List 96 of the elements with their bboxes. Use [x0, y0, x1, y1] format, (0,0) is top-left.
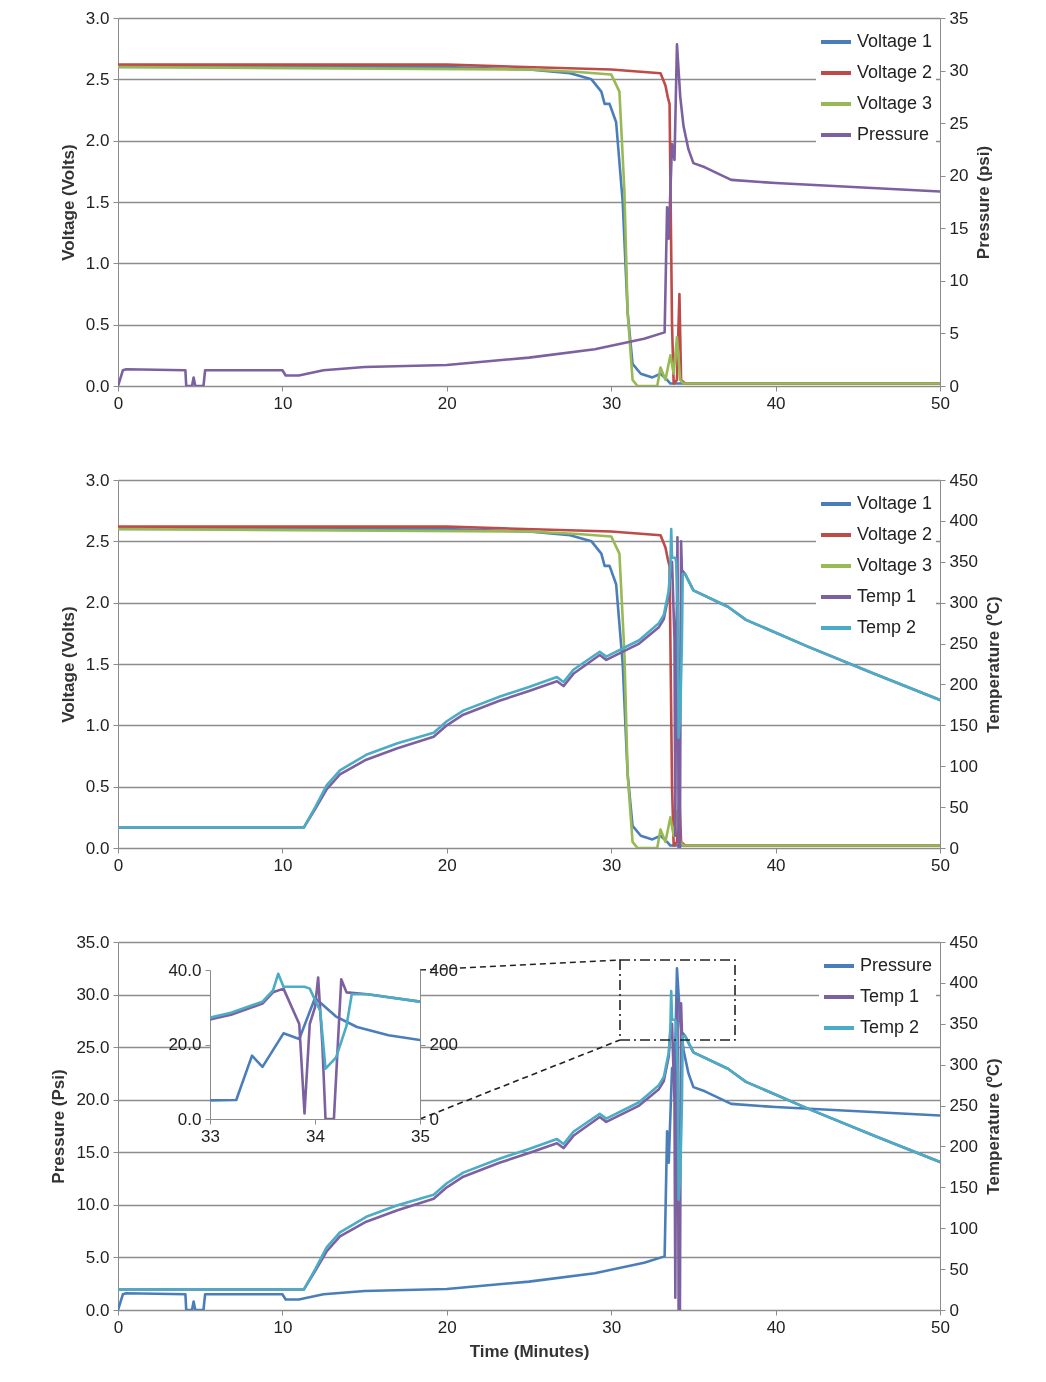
y-tick-label: 2.0	[85, 593, 110, 613]
y2-tick-label: 0	[949, 376, 959, 396]
legend-label: Voltage 2	[857, 524, 933, 544]
y2-tick-label: 5	[949, 323, 959, 343]
y-tick-label: 3.0	[85, 8, 110, 28]
y2-tick-label: 400	[949, 511, 978, 531]
y2-tick-label: 50	[949, 797, 969, 817]
x-tick-label: 20	[437, 855, 457, 875]
y2-tick-label: 200	[949, 1136, 978, 1156]
legend-label: Temp 1	[860, 986, 920, 1006]
x-tick-label: 10	[273, 393, 293, 413]
y-tick-label: 30.0	[76, 985, 110, 1005]
y2-tick-label: 10	[949, 271, 969, 291]
legend-label: Temp 1	[857, 586, 917, 606]
y-tick-label: 40.0	[168, 960, 202, 980]
y2-axis-title: Pressure (psi)	[974, 145, 994, 260]
legend-label: Voltage 3	[857, 93, 933, 113]
y2-tick-label: 200	[429, 1035, 458, 1054]
y2-tick-label: 0	[949, 838, 959, 858]
y2-tick-label: 35	[949, 8, 969, 28]
legend-label: Temp 2	[860, 1017, 920, 1037]
x-tick-label: 33	[201, 1126, 220, 1146]
y2-tick-label: 300	[949, 1055, 978, 1075]
y-tick-label: 0.0	[85, 1300, 110, 1320]
y-tick-label: 20.0	[168, 1035, 202, 1054]
y-axis-title: Pressure (Psi)	[49, 1069, 69, 1184]
x-tick-label: 40	[766, 1317, 786, 1337]
y-tick-label: 3.0	[85, 470, 110, 490]
x-tick-label: 0	[113, 393, 124, 413]
y2-tick-label: 200	[949, 674, 978, 694]
x-tick-label: 34	[306, 1126, 325, 1146]
x-tick-label: 30	[602, 1317, 622, 1337]
y2-tick-label: 150	[949, 715, 978, 735]
y-tick-label: 2.5	[85, 69, 110, 89]
y2-tick-label: 100	[949, 756, 978, 776]
y2-tick-label: 20	[949, 166, 969, 186]
y-tick-label: 0.0	[85, 838, 110, 858]
y2-tick-label: 250	[949, 1096, 978, 1116]
y-tick-label: 1.5	[85, 654, 110, 674]
y2-tick-label: 100	[949, 1218, 978, 1238]
y2-tick-label: 400	[949, 973, 978, 993]
y-tick-label: 15.0	[76, 1142, 110, 1162]
x-tick-label: 50	[931, 855, 950, 875]
legend-label: Voltage 1	[857, 31, 933, 51]
line-series	[210, 996, 420, 1102]
y-axis-title: Voltage (Volts)	[58, 144, 78, 261]
legend-label: Voltage 2	[857, 62, 933, 82]
y-tick-label: 0.5	[85, 315, 110, 335]
legend-label: Pressure	[857, 124, 930, 144]
y-tick-label: 2.0	[85, 131, 110, 151]
y2-tick-label: 300	[949, 593, 978, 613]
x-tick-label: 50	[931, 393, 950, 413]
y2-tick-label: 450	[949, 470, 978, 490]
x-tick-label: 0	[113, 855, 124, 875]
y-tick-label: 2.5	[85, 531, 110, 551]
y2-axis-title: Temperature (ºC)	[983, 1058, 1003, 1195]
y-tick-label: 5.0	[85, 1247, 110, 1267]
line-series	[210, 972, 420, 1071]
y-axis-title: Voltage (Volts)	[58, 606, 78, 723]
y2-tick-label: 30	[949, 61, 969, 81]
x-tick-label: 10	[273, 1317, 293, 1337]
y-tick-label: 1.0	[85, 253, 110, 273]
y2-tick-label: 25	[949, 113, 969, 133]
y-tick-label: 20.0	[76, 1090, 110, 1110]
y-tick-label: 1.5	[85, 192, 110, 212]
legend-label: Temp 2	[857, 617, 917, 637]
x-axis-title: Time (Minutes)	[469, 1341, 590, 1361]
y-tick-label: 0.0	[85, 376, 110, 396]
y2-tick-label: 15	[949, 218, 969, 238]
y2-tick-label: 450	[949, 932, 978, 952]
x-tick-label: 20	[437, 1317, 457, 1337]
y-tick-label: 0.0	[177, 1109, 202, 1129]
x-tick-label: 10	[273, 855, 293, 875]
x-tick-label: 40	[766, 393, 786, 413]
y-tick-label: 25.0	[76, 1037, 110, 1057]
x-tick-label: 35	[411, 1126, 430, 1146]
x-tick-label: 20	[437, 393, 457, 413]
y-tick-label: 10.0	[76, 1195, 110, 1215]
x-tick-label: 40	[766, 855, 786, 875]
y2-tick-label: 350	[949, 1014, 978, 1034]
y2-tick-label: 350	[949, 552, 978, 572]
x-tick-label: 0	[113, 1317, 124, 1337]
legend-label: Voltage 1	[857, 493, 933, 513]
x-tick-label: 50	[931, 1317, 950, 1337]
x-tick-label: 30	[602, 393, 622, 413]
legend-label: Voltage 3	[857, 555, 933, 575]
x-tick-label: 30	[602, 855, 622, 875]
y2-tick-label: 50	[949, 1259, 969, 1279]
y2-tick-label: 250	[949, 634, 978, 654]
y-tick-label: 1.0	[85, 715, 110, 735]
y2-tick-label: 150	[949, 1177, 978, 1197]
y2-tick-label: 0	[949, 1300, 959, 1320]
y-tick-label: 35.0	[76, 932, 110, 952]
legend-label: Pressure	[860, 955, 933, 975]
y-tick-label: 0.5	[85, 777, 110, 797]
y2-axis-title: Temperature (ºC)	[983, 596, 1003, 733]
